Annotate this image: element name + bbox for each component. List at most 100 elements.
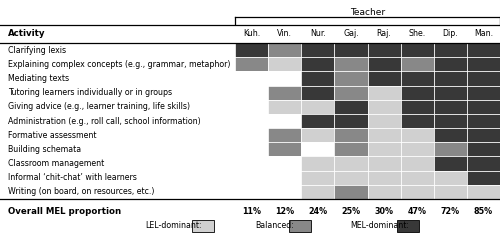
Bar [235,185,268,199]
Text: Explaining complex concepts (e.g., grammar, metaphor): Explaining complex concepts (e.g., gramm… [8,60,230,69]
Text: Balanced:: Balanced: [255,222,294,231]
Bar [268,100,301,114]
Bar [434,86,467,100]
Bar [400,43,434,57]
Text: Mediating texts: Mediating texts [8,74,69,83]
Bar [434,43,467,57]
Bar [368,71,400,86]
Bar [368,142,400,156]
Bar [368,128,400,142]
Bar [334,156,368,171]
Text: 12%: 12% [275,208,294,217]
Bar [268,142,301,156]
Bar [467,100,500,114]
Text: Dip.: Dip. [442,29,458,38]
Bar [400,128,434,142]
Text: Gaj.: Gaj. [343,29,359,38]
Bar [467,128,500,142]
Bar [434,171,467,185]
Bar [400,86,434,100]
Text: Clarifying lexis: Clarifying lexis [8,46,66,55]
Bar [235,57,268,71]
Text: Administration (e.g., roll call, school information): Administration (e.g., roll call, school … [8,117,200,126]
Text: Building schemata: Building schemata [8,145,81,154]
Text: 30%: 30% [374,208,394,217]
Bar [334,128,368,142]
Bar [268,86,301,100]
Bar [467,185,500,199]
Bar [268,128,301,142]
Bar [235,43,268,57]
Text: Raj.: Raj. [376,29,392,38]
Bar [268,57,301,71]
Bar [467,86,500,100]
Text: Writing (on board, on resources, etc.): Writing (on board, on resources, etc.) [8,187,154,196]
Bar [334,171,368,185]
Bar [235,71,268,86]
Bar [397,220,419,232]
Text: Vin.: Vin. [277,29,292,38]
Bar [288,220,310,232]
Text: 24%: 24% [308,208,328,217]
Bar [301,185,334,199]
Text: Giving advice (e.g., learner training, life skills): Giving advice (e.g., learner training, l… [8,102,190,111]
Bar [368,171,400,185]
Bar [268,114,301,128]
Bar [301,128,334,142]
Text: Teacher: Teacher [350,8,385,17]
Bar [368,185,400,199]
Bar [400,171,434,185]
Bar [467,171,500,185]
Bar [368,57,400,71]
Text: Overall MEL proportion: Overall MEL proportion [8,208,121,217]
Bar [235,86,268,100]
Bar [368,114,400,128]
Bar [235,100,268,114]
Bar [301,171,334,185]
Text: MEL-dominant:: MEL-dominant: [350,222,409,231]
Bar [235,171,268,185]
Bar [467,71,500,86]
Bar [400,156,434,171]
Bar [400,57,434,71]
Bar [334,57,368,71]
Text: 25%: 25% [342,208,360,217]
Bar [434,156,467,171]
Bar [334,71,368,86]
Text: 72%: 72% [441,208,460,217]
Bar [301,114,334,128]
Text: Tutoring learners individually or in groups: Tutoring learners individually or in gro… [8,88,172,97]
Bar [434,114,467,128]
Bar [334,142,368,156]
Bar [400,100,434,114]
Text: Classroom management: Classroom management [8,159,104,168]
Bar [467,156,500,171]
Bar [467,43,500,57]
Bar [301,43,334,57]
Text: LEL-dominant:: LEL-dominant: [145,222,202,231]
Bar [235,128,268,142]
Text: 85%: 85% [474,208,493,217]
Text: 47%: 47% [408,208,426,217]
Bar [467,114,500,128]
Bar [467,57,500,71]
Bar [235,114,268,128]
Bar [301,156,334,171]
Bar [467,142,500,156]
Bar [235,142,268,156]
Bar [434,57,467,71]
Bar [301,71,334,86]
Bar [268,156,301,171]
Text: 11%: 11% [242,208,261,217]
Text: She.: She. [408,29,426,38]
Bar [268,43,301,57]
Text: Activity: Activity [8,29,46,38]
Bar [434,185,467,199]
Text: Man.: Man. [474,29,493,38]
Bar [368,156,400,171]
Bar [334,43,368,57]
Bar [434,71,467,86]
Text: Nur.: Nur. [310,29,326,38]
Bar [434,142,467,156]
Bar [400,142,434,156]
